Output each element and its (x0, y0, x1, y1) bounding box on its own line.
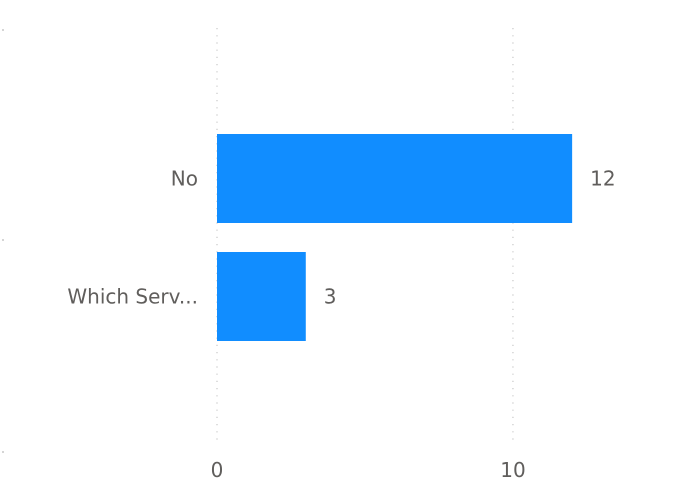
gridlines (216, 28, 514, 440)
edge-tick-marks (2, 29, 4, 453)
edge-tick-mark (2, 239, 4, 241)
category-labels: No Which Serv... (67, 167, 198, 309)
x-tick-labels: 0 10 (211, 458, 526, 482)
x-tick-label: 10 (500, 458, 525, 482)
bars (217, 134, 573, 341)
x-tick-label: 0 (211, 458, 224, 482)
data-label: 12 (590, 167, 615, 191)
edge-tick-mark (2, 451, 4, 453)
category-label: No (171, 167, 198, 191)
bar[interactable] (217, 134, 573, 223)
data-labels: 12 3 (324, 167, 616, 309)
edge-tick-mark (2, 29, 4, 31)
data-label: 3 (324, 285, 337, 309)
category-label: Which Serv... (67, 285, 198, 309)
bar[interactable] (217, 252, 306, 341)
